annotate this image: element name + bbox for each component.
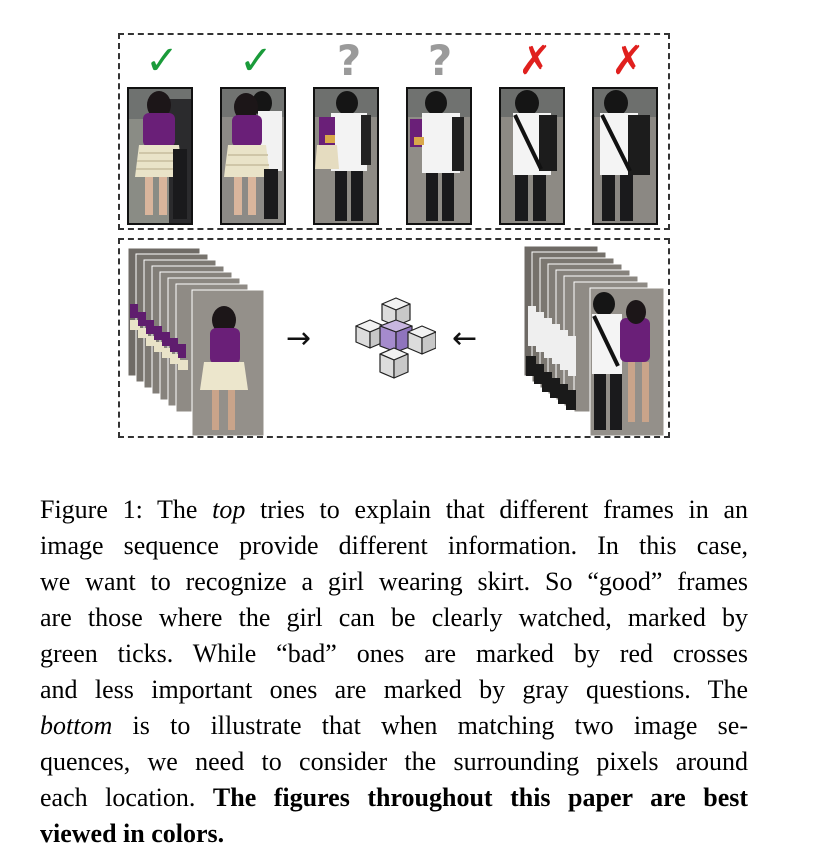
top-panel: ✓ ✓ ? ? ✗ ✗ [118,33,670,230]
3d-neighborhood-cube-icon [352,296,437,389]
right-arrow-icon: → [286,321,312,356]
caption-bold-note: The figures throughout this paper are be… [212,783,749,812]
sequence-frame-1 [127,87,193,225]
sequence-frame-5 [499,87,565,225]
caption-line-4: are those where the girl can be clearly … [40,603,748,632]
gray-question-icon: ? [427,36,453,85]
green-tick-icon: ✓ [145,38,179,84]
caption-line-9: each location. The figures throughout th… [40,783,749,812]
caption-line-5: green ticks. While “bad” ones are marked… [40,639,748,668]
caption-emphasis-bottom: bottom [40,711,113,740]
green-tick-icon: ✓ [239,38,273,84]
caption-line-10: viewed in colors. [40,819,225,848]
gray-question-icon: ? [336,36,362,85]
caption-line-8: quences, we need to consider the surroun… [40,747,748,776]
caption-emphasis-top: top [212,495,246,524]
sequence-frame-6 [592,87,658,225]
bottom-panel: → [118,238,670,438]
sequence-frame-3 [313,87,379,225]
figure-caption: Figure 1: The top tries to explain that … [40,492,748,852]
sequence-frame-2 [220,87,286,225]
sequence-frame-4 [406,87,472,225]
caption-line-2: image sequence provide different informa… [40,531,748,560]
left-image-sequence-stack [127,247,268,441]
red-cross-icon: ✗ [518,38,552,84]
caption-line-3: we want to recognize a girl wearing skir… [40,567,748,596]
red-cross-icon: ✗ [611,38,645,84]
caption-line-6: and less important ones are marked by gr… [40,675,748,704]
left-arrow-icon: ← [452,321,478,356]
caption-line-1: Figure 1: The top tries to explain that … [40,495,748,524]
caption-line-7: bottom is to illustrate that when matchi… [40,711,748,740]
right-image-sequence-stack [523,245,666,441]
